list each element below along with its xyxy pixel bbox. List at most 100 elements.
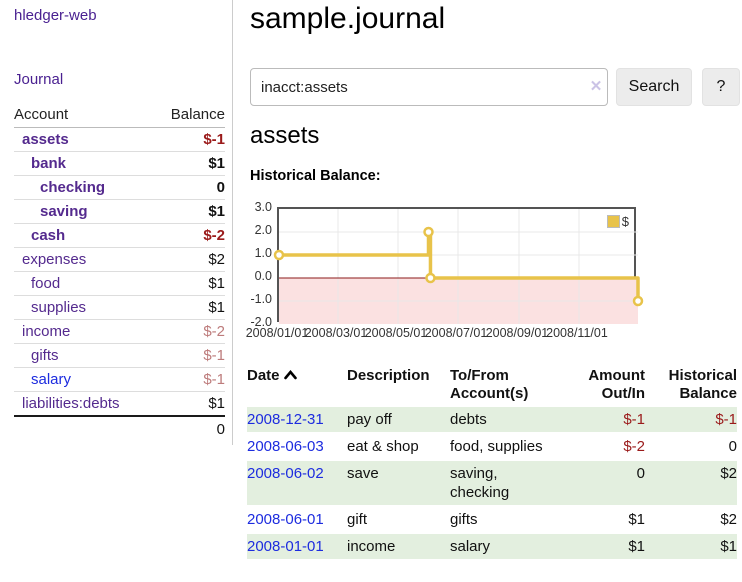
account-balance: $2 — [208, 251, 225, 268]
sidebar-account-link[interactable]: cash — [31, 227, 66, 244]
register-header-date[interactable]: Date — [247, 365, 347, 405]
sidebar-item-journal[interactable]: Journal — [14, 71, 64, 88]
historical-balance-chart: 3.0 2.0 1.0 0.0 -1.0 -2.0 $ 2008/01/01 2008/03… — [240, 195, 742, 345]
x-axis-tick-label: 2008/09/01 — [485, 326, 549, 340]
register-cell-description: pay off — [347, 407, 450, 432]
register-row: 2008-06-03 eat & shop food, supplies $-2 0 — [247, 434, 737, 459]
register-cell-tofrom: salary — [450, 534, 575, 559]
y-axis-tick-label: 2.0 — [254, 223, 272, 237]
app-brand-link[interactable]: hledger-web — [14, 7, 97, 24]
register-cell-balance: $1 — [645, 534, 737, 559]
account-row-income: income $-2 — [14, 319, 225, 344]
account-row-expenses: expenses $2 — [14, 247, 225, 272]
account-balance: $-1 — [203, 371, 225, 388]
register-cell-amount: $-1 — [575, 407, 645, 432]
register-header-description: Description — [347, 367, 430, 384]
legend-swatch-icon — [606, 215, 620, 228]
register-cell-date: 2008-06-02 — [247, 461, 347, 505]
sidebar-account-link[interactable]: saving — [40, 203, 88, 220]
sidebar-account-link[interactable]: gifts — [31, 347, 59, 364]
register-header-balance: Historical Balance — [668, 367, 737, 402]
register-cell-tofrom: debts — [450, 407, 575, 432]
register-header-row: Date Description To/From Account(s) Amou… — [247, 365, 737, 405]
sidebar-account-link[interactable]: expenses — [22, 251, 87, 268]
x-axis-tick-label: 2008/03/01 — [304, 326, 368, 340]
register-date-link[interactable]: 2008-01-01 — [247, 538, 324, 555]
register-row: 2008-01-01 income salary $1 $1 — [247, 534, 737, 559]
account-balance: $-2 — [203, 227, 225, 244]
sidebar-account-link[interactable]: checking — [40, 179, 106, 196]
register-cell-amount: $1 — [628, 511, 645, 528]
sidebar-account-link[interactable]: supplies — [31, 299, 87, 316]
account-balance: $1 — [208, 203, 225, 220]
account-row-checking: checking 0 — [14, 175, 225, 200]
account-row-cash: cash $-2 — [14, 223, 225, 248]
sidebar-account-link[interactable]: bank — [31, 155, 67, 172]
y-axis-tick-label: -2.0 — [250, 315, 272, 329]
register-row: 2008-06-01 gift gifts $1 $2 — [247, 507, 737, 532]
register-header-tofrom: To/From Account(s) — [450, 367, 529, 402]
register-cell-date: 2008-01-01 — [247, 534, 347, 559]
chart-title: Historical Balance: — [250, 168, 381, 184]
register-cell-date: 2008-06-03 — [247, 434, 347, 459]
register-cell-tofrom: saving, checking — [450, 461, 575, 505]
sidebar: hledger-web Journal Account Balance asse… — [0, 0, 233, 445]
chart-plot-area: $ — [273, 207, 644, 324]
accounts-header-balance: Balance — [170, 106, 225, 123]
x-axis-tick-label: 2008/11/01 — [546, 326, 608, 340]
sidebar-account-link[interactable]: food — [31, 275, 61, 292]
account-heading: assets — [250, 122, 320, 149]
register-cell-date: 2008-06-01 — [247, 507, 347, 532]
register-date-link[interactable]: 2008-06-03 — [247, 438, 324, 455]
register-header-amount: Amount Out/In — [588, 367, 645, 402]
chart-canvas — [273, 209, 644, 324]
sidebar-account-link[interactable]: salary — [31, 371, 72, 388]
register-cell-description: gift — [347, 511, 368, 528]
help-button[interactable]: ? — [702, 68, 740, 106]
sidebar-account-link[interactable]: liabilities:debts — [22, 395, 120, 412]
account-row-liabilities-debts: liabilities:debts $1 — [14, 391, 225, 417]
register-cell-balance: $2 — [720, 511, 737, 528]
account-row-assets: assets $-1 — [14, 127, 225, 152]
sidebar-account-link[interactable]: income — [22, 323, 71, 340]
accounts-total-row: 0 — [14, 416, 225, 441]
account-balance: 0 — [216, 179, 225, 196]
account-row-saving: saving $1 — [14, 199, 225, 224]
clear-search-icon[interactable]: ✕ — [589, 78, 603, 95]
register-table: Date Description To/From Account(s) Amou… — [247, 363, 737, 561]
register-cell-tofrom: food, supplies — [450, 438, 543, 455]
sort-ascending-icon — [283, 370, 297, 380]
account-balance: $1 — [208, 275, 225, 292]
register-date-link[interactable]: 2008-06-01 — [247, 511, 324, 528]
accounts-total-value: 0 — [216, 421, 225, 438]
x-axis-tick-label: 2008/05/01 — [364, 326, 428, 340]
legend-label: $ — [621, 214, 629, 229]
register-cell-tofrom: gifts — [450, 511, 478, 528]
account-balance: $1 — [208, 395, 225, 412]
accounts-balance-table: Account Balance assets $-1 bank $1 checking 0… — [14, 103, 225, 441]
sidebar-account-link[interactable]: assets — [22, 131, 69, 148]
register-cell-balance: $-1 — [645, 407, 737, 432]
search-button[interactable]: Search — [616, 68, 692, 106]
account-balance: $1 — [208, 299, 225, 316]
register-cell-amount: $-2 — [623, 438, 645, 455]
account-balance: $-2 — [203, 323, 225, 340]
register-date-link[interactable]: 2008-06-02 — [247, 465, 324, 482]
y-axis-tick-label: 1.0 — [254, 246, 272, 260]
register-cell-amount: $1 — [575, 534, 645, 559]
y-axis-tick-label: 0.0 — [254, 269, 272, 283]
y-axis-tick-label: 3.0 — [254, 200, 272, 214]
x-axis-tick-label: 2008/01/01 — [245, 326, 309, 340]
account-balance: $-1 — [203, 131, 225, 148]
register-cell-date: 2008-12-31 — [247, 407, 347, 432]
y-axis-tick-label: -1.0 — [250, 292, 272, 306]
page-title: sample.journal — [250, 2, 446, 35]
account-row-bank: bank $1 — [14, 151, 225, 176]
x-axis-tick-label: 2008/07/01 — [424, 326, 488, 340]
register-date-link[interactable]: 2008-12-31 — [247, 411, 324, 428]
search-input[interactable] — [250, 68, 608, 106]
register-cell-description: eat & shop — [347, 438, 419, 455]
register-cell-description: save — [347, 461, 450, 505]
account-row-food: food $1 — [14, 271, 225, 296]
